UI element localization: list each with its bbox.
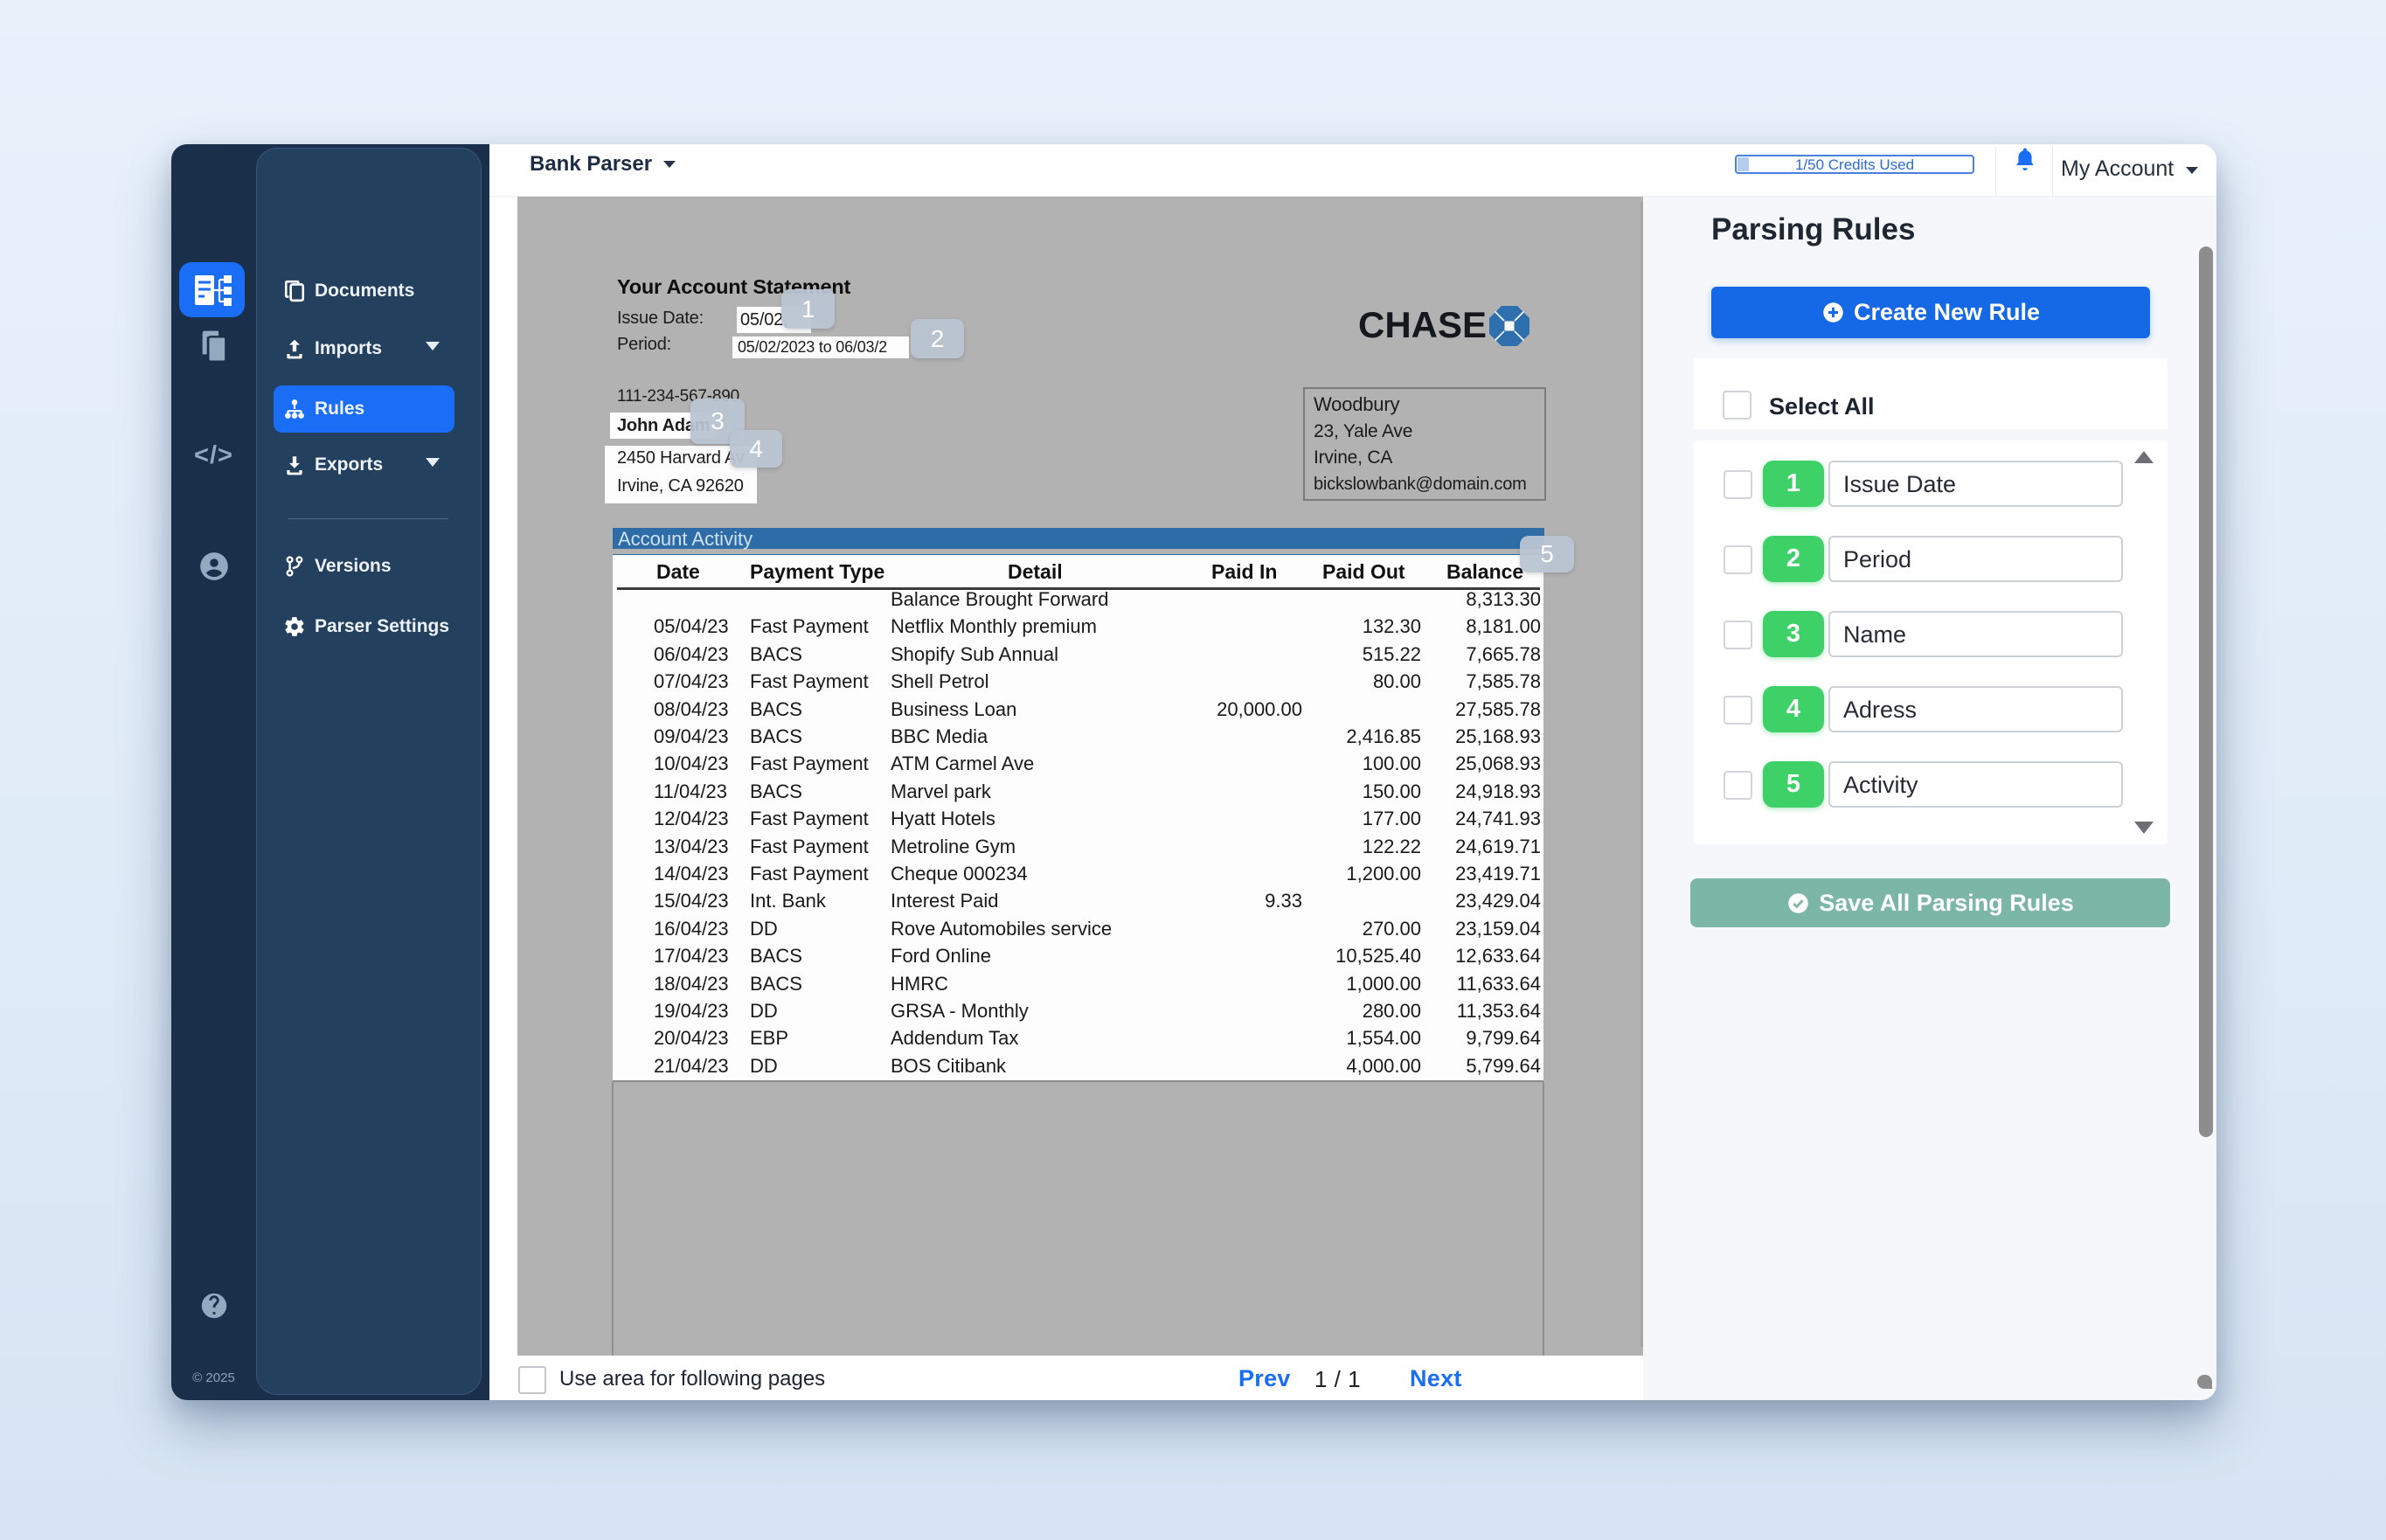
svg-text:CHASE: CHASE (1358, 304, 1487, 345)
